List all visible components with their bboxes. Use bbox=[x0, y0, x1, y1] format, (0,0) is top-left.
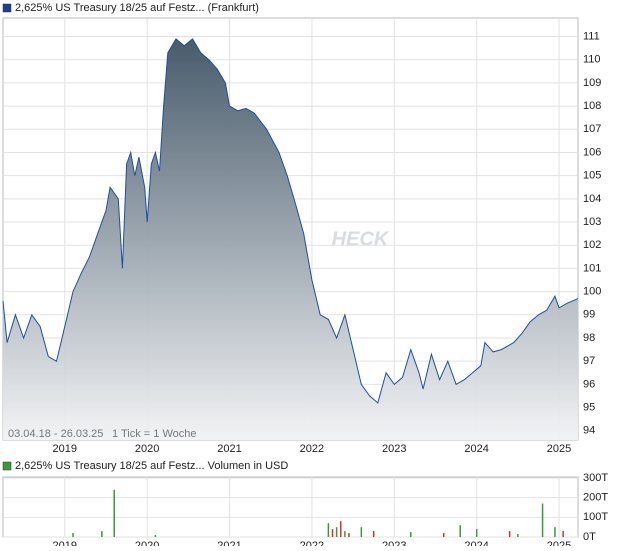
volume-bar bbox=[517, 534, 519, 537]
legend-swatch bbox=[2, 461, 12, 471]
y-tick-label: 109 bbox=[583, 77, 601, 89]
volume-bar bbox=[562, 531, 564, 537]
y-tick-label: 100T bbox=[583, 511, 608, 523]
volume-bar bbox=[541, 503, 544, 537]
x-tick-label: 2022 bbox=[300, 540, 324, 546]
plot-frame bbox=[2, 476, 579, 538]
y-tick-label: 105 bbox=[583, 170, 601, 182]
y-tick-label: 0T bbox=[583, 531, 596, 543]
volume-bar bbox=[410, 532, 412, 537]
x-tick-label: 2024 bbox=[464, 540, 488, 546]
volume-bar bbox=[327, 523, 330, 537]
volume-bar bbox=[154, 535, 157, 537]
volume-bar bbox=[442, 533, 445, 537]
volume-bar bbox=[459, 525, 461, 537]
y-tick-label: 111 bbox=[583, 30, 600, 42]
y-tick-label: 103 bbox=[583, 216, 601, 228]
y-tick-label: 108 bbox=[583, 100, 601, 112]
y-tick-label: 95 bbox=[583, 401, 595, 413]
x-tick-label: 2021 bbox=[217, 540, 241, 546]
watermark: HECK bbox=[332, 228, 390, 250]
x-tick-label: 2024 bbox=[464, 443, 488, 455]
volume-bar bbox=[554, 527, 556, 537]
x-tick-label: 2019 bbox=[53, 443, 77, 455]
x-tick-label: 2021 bbox=[217, 443, 241, 455]
x-tick-label: 2020 bbox=[135, 443, 159, 455]
x-tick-label: 2025 bbox=[547, 443, 571, 455]
y-tick-label: 98 bbox=[583, 332, 595, 344]
x-tick-label: 2019 bbox=[53, 540, 77, 546]
price-line bbox=[2, 38, 579, 404]
y-tick-label: 102 bbox=[583, 239, 601, 251]
chart-title: 2,625% US Treasury 18/25 auf Festz... (F… bbox=[15, 2, 259, 14]
volume-bar bbox=[508, 531, 511, 537]
y-tick-label: 94 bbox=[583, 425, 595, 437]
volume-bar bbox=[348, 533, 350, 537]
volume-bar bbox=[475, 529, 478, 537]
y-tick-label: 97 bbox=[583, 355, 595, 367]
legend-swatch bbox=[2, 3, 12, 13]
y-tick-label: 107 bbox=[583, 123, 601, 135]
y-tick-label: 96 bbox=[583, 378, 595, 390]
y-tick-label: 300T bbox=[583, 472, 608, 484]
volume-bar bbox=[372, 531, 375, 537]
x-tick-label: 2023 bbox=[382, 540, 406, 546]
volume-bar bbox=[335, 527, 338, 537]
x-tick-label: 2023 bbox=[382, 443, 406, 455]
x-tick-label: 2022 bbox=[300, 443, 324, 455]
volume-bar bbox=[360, 527, 363, 537]
y-tick-label: 110 bbox=[583, 54, 601, 66]
y-tick-label: 99 bbox=[583, 309, 595, 321]
volume-bar bbox=[113, 489, 115, 537]
volume-bar bbox=[72, 533, 74, 537]
y-tick-label: 104 bbox=[583, 193, 601, 205]
volume-bar bbox=[331, 529, 334, 537]
chart-title: 2,625% US Treasury 18/25 auf Festz... Vo… bbox=[15, 460, 288, 472]
y-tick-label: 106 bbox=[583, 146, 601, 158]
y-tick-label: 100 bbox=[583, 286, 601, 298]
tick-info: 1 Tick = 1 Woche bbox=[112, 428, 196, 440]
x-tick-label: 2020 bbox=[135, 540, 159, 546]
x-tick-label: 2025 bbox=[547, 540, 571, 546]
volume-bar bbox=[344, 531, 346, 537]
volume-bar bbox=[101, 531, 103, 537]
date-range: 03.04.18 - 26.03.25 bbox=[8, 428, 103, 440]
volume-bar bbox=[340, 521, 342, 537]
y-tick-label: 200T bbox=[583, 492, 608, 504]
y-tick-label: 101 bbox=[583, 262, 601, 274]
price-area bbox=[3, 38, 578, 441]
